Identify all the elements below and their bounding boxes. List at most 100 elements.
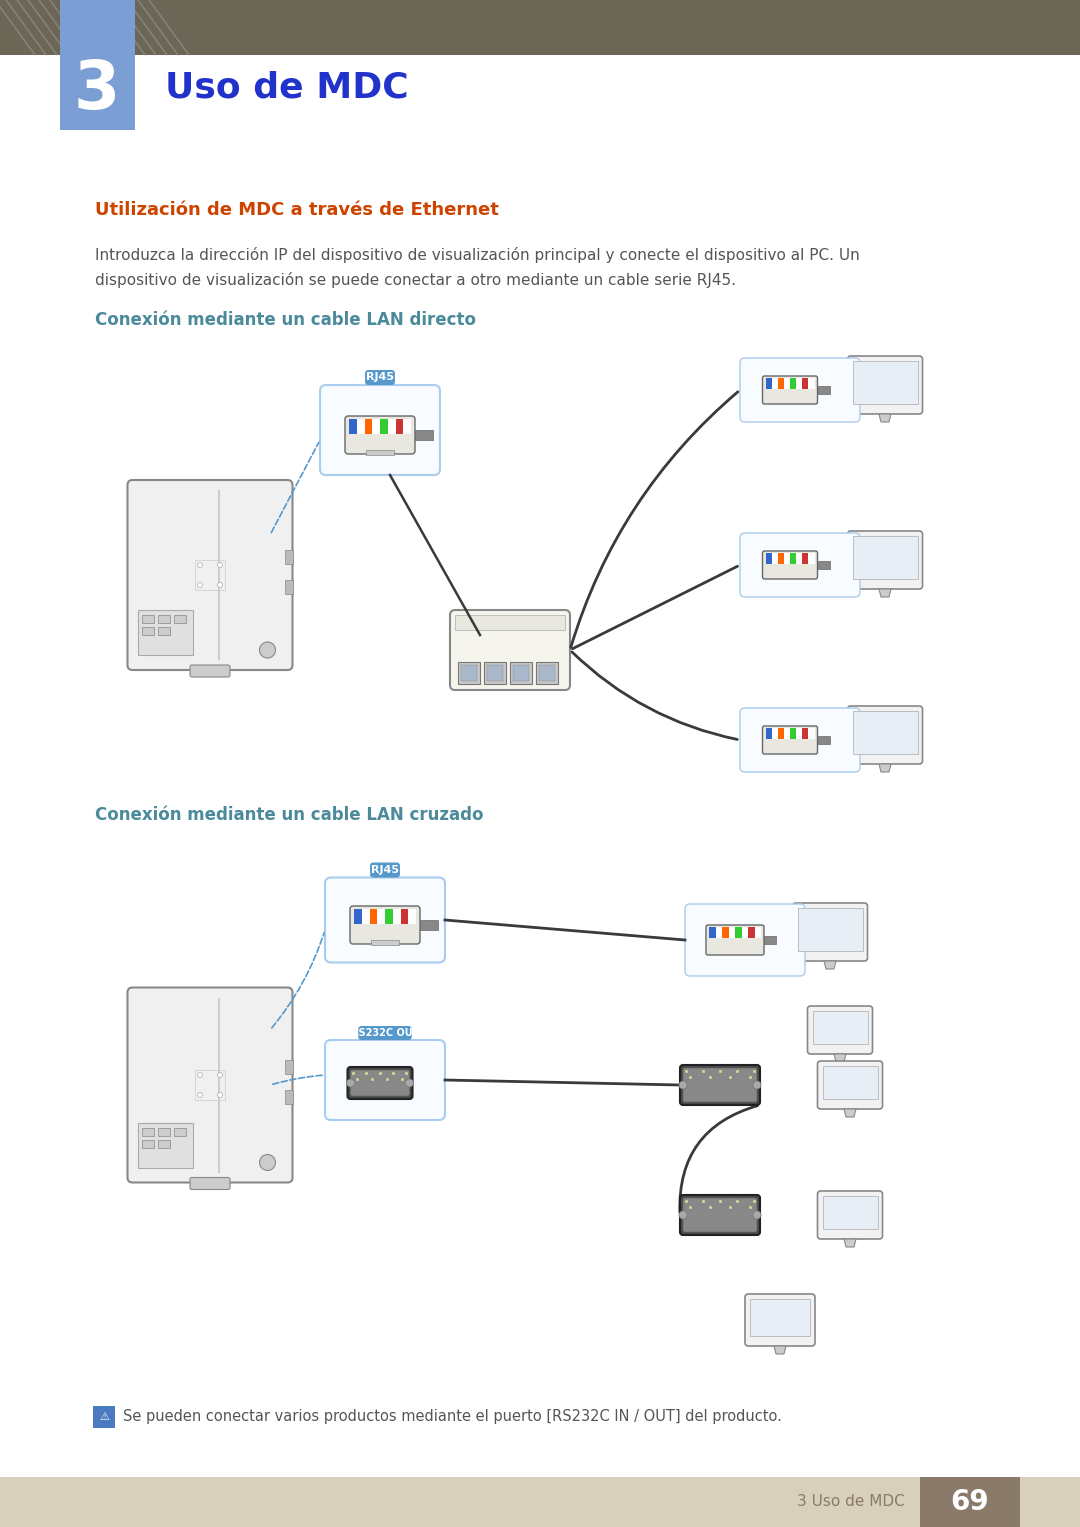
Bar xyxy=(729,1206,731,1209)
Bar xyxy=(510,663,532,684)
Bar xyxy=(689,1077,691,1080)
Text: Utilización de MDC a través de Ethernet: Utilización de MDC a través de Ethernet xyxy=(95,202,499,218)
Bar xyxy=(702,1200,704,1203)
Text: Introduzca la dirección IP del dispositivo de visualización principal y conecte : Introduzca la dirección IP del dispositi… xyxy=(95,247,860,263)
Bar xyxy=(218,997,220,1173)
Bar xyxy=(195,560,225,589)
Bar xyxy=(729,1077,731,1080)
FancyBboxPatch shape xyxy=(745,1293,815,1345)
Bar xyxy=(487,664,503,681)
Bar xyxy=(729,927,735,939)
Circle shape xyxy=(259,1154,275,1171)
Bar xyxy=(369,909,377,924)
Bar xyxy=(771,379,778,389)
Circle shape xyxy=(217,562,222,568)
Bar xyxy=(685,1200,688,1203)
Bar xyxy=(797,909,863,951)
FancyBboxPatch shape xyxy=(848,531,922,589)
Bar xyxy=(796,379,802,389)
Bar xyxy=(158,1139,170,1147)
Polygon shape xyxy=(843,1238,856,1248)
Circle shape xyxy=(259,641,275,658)
Circle shape xyxy=(198,1092,203,1098)
Bar xyxy=(536,663,558,684)
Bar xyxy=(789,728,796,739)
Bar xyxy=(380,418,388,434)
Bar xyxy=(708,1206,712,1209)
Polygon shape xyxy=(879,589,891,597)
Bar xyxy=(513,664,529,681)
Bar xyxy=(748,1206,752,1209)
Polygon shape xyxy=(879,414,891,421)
Bar xyxy=(778,553,784,563)
Bar xyxy=(689,1206,691,1209)
Circle shape xyxy=(753,1211,761,1219)
Circle shape xyxy=(217,1072,222,1078)
Bar xyxy=(789,553,796,563)
FancyBboxPatch shape xyxy=(325,1040,445,1119)
FancyBboxPatch shape xyxy=(762,725,818,754)
Bar xyxy=(802,553,808,563)
FancyBboxPatch shape xyxy=(370,863,400,878)
FancyBboxPatch shape xyxy=(848,356,922,414)
Bar xyxy=(365,418,373,434)
Bar xyxy=(802,728,808,739)
Bar xyxy=(823,1196,877,1229)
Bar xyxy=(218,490,220,660)
Bar xyxy=(484,663,507,684)
Bar xyxy=(771,728,778,739)
Bar xyxy=(384,909,393,924)
Bar xyxy=(392,1072,395,1075)
Bar xyxy=(195,1070,225,1099)
Bar xyxy=(401,1078,404,1081)
FancyBboxPatch shape xyxy=(359,1026,411,1040)
FancyBboxPatch shape xyxy=(345,415,415,454)
Bar xyxy=(750,1299,810,1336)
Bar xyxy=(352,1072,355,1075)
Bar xyxy=(378,1072,381,1075)
Bar xyxy=(766,379,771,389)
Bar xyxy=(715,927,723,939)
FancyBboxPatch shape xyxy=(740,533,860,597)
Bar xyxy=(796,728,802,739)
Bar xyxy=(0,0,1080,55)
Bar xyxy=(284,550,293,563)
Bar xyxy=(702,1070,704,1073)
Bar xyxy=(365,1072,368,1075)
Bar xyxy=(60,0,135,130)
Bar xyxy=(802,379,808,389)
Bar xyxy=(158,615,170,623)
Bar xyxy=(789,379,796,389)
Bar xyxy=(455,615,565,631)
Bar xyxy=(356,1078,359,1081)
FancyBboxPatch shape xyxy=(190,664,230,676)
FancyBboxPatch shape xyxy=(762,376,818,405)
Bar xyxy=(735,927,742,939)
Bar xyxy=(539,664,555,681)
Bar xyxy=(852,536,918,579)
Polygon shape xyxy=(774,1345,786,1354)
Bar xyxy=(784,728,789,739)
FancyBboxPatch shape xyxy=(685,904,805,976)
Bar xyxy=(718,1200,721,1203)
Circle shape xyxy=(198,562,203,568)
Bar xyxy=(812,1011,867,1044)
FancyBboxPatch shape xyxy=(190,1177,230,1190)
Bar xyxy=(753,1200,756,1203)
Text: RJ45: RJ45 xyxy=(372,864,399,875)
Bar xyxy=(284,580,293,594)
Bar xyxy=(755,927,761,939)
Bar xyxy=(742,927,748,939)
FancyBboxPatch shape xyxy=(680,1196,760,1235)
Circle shape xyxy=(217,1092,222,1098)
Text: 69: 69 xyxy=(950,1487,989,1516)
Bar xyxy=(408,909,416,924)
Polygon shape xyxy=(843,1109,856,1116)
Text: 3: 3 xyxy=(73,56,120,124)
Text: RJ45: RJ45 xyxy=(366,373,394,382)
Bar xyxy=(158,628,170,635)
FancyBboxPatch shape xyxy=(350,906,420,944)
FancyBboxPatch shape xyxy=(320,385,440,475)
Text: RS232C OUT: RS232C OUT xyxy=(351,1028,419,1038)
Text: Conexión mediante un cable LAN cruzado: Conexión mediante un cable LAN cruzado xyxy=(95,806,484,825)
